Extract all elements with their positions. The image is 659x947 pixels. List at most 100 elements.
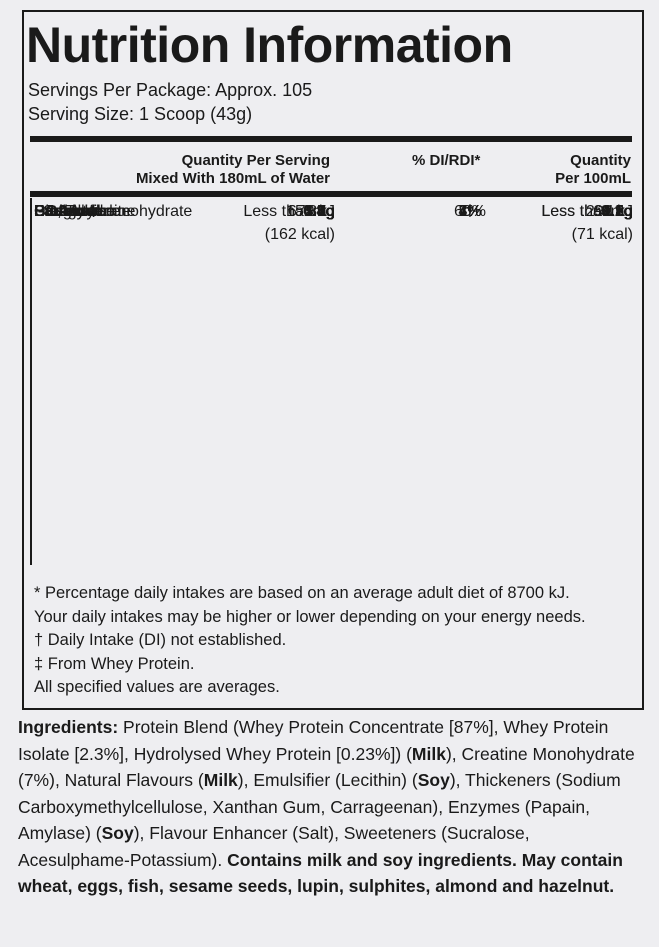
servings-line: Serving Size: 1 Scoop (43g)	[28, 104, 253, 124]
nutrient-name: L-valine	[50, 203, 107, 220]
nutrient-name: Creatine monohydrate	[34, 203, 193, 220]
header-line: Mixed With 180mL of Water	[135, 170, 330, 187]
daily-intake: †	[465, 203, 475, 220]
footnote: All specified values are averages.	[34, 678, 280, 696]
per-serving: 1.7g	[303, 203, 335, 220]
daily-intake: 1%	[458, 203, 482, 220]
per-100ml-line: 298 kJ	[585, 203, 633, 220]
per-100ml: 0.8g	[601, 203, 633, 220]
per-serving: 4.2g	[303, 203, 335, 220]
per-serving: 3.3g	[303, 203, 335, 220]
daily-intake: †	[465, 203, 475, 220]
ingredients-text: Milk	[411, 743, 446, 764]
daily-intake: †	[465, 203, 475, 220]
table-row: -Sugars 3.4g 4% 1.5g	[32, 203, 634, 380]
nutrient-name: Fat, Total	[34, 203, 100, 220]
ingredients-text: ), Creatine Monohydrate (7%), Natural Fl…	[18, 743, 635, 791]
nutrient-name: Carbohydrate	[34, 203, 131, 220]
per-100ml: 298 kJ (71 kcal)	[572, 200, 633, 246]
per-100ml: 69mg	[592, 203, 633, 220]
table-row: Sodium 155mg 7% 69mg	[32, 203, 634, 433]
header-line: Quantity Per Serving	[181, 152, 330, 169]
footnote: Your daily intakes may be higher or lowe…	[34, 607, 586, 626]
table-row: Protein 30g 60% 13g	[32, 203, 634, 274]
nutrient-name: L-isoleucine	[50, 203, 136, 220]
nutrient-name: L-leucine	[50, 203, 115, 220]
nutrient-name: -Sugars	[38, 203, 95, 220]
table-row: Carbohydrate 4.2g 1% 1.9g	[32, 203, 634, 354]
header-serving: Quantity Per Serving Mixed With 180mL of …	[136, 152, 330, 188]
ingredients-text: Milk	[203, 770, 238, 790]
table-row: L-isoleucine 1.7g † 0.8g	[32, 203, 634, 539]
per-serving: 1.8g	[303, 203, 335, 220]
per-serving: 155mg	[286, 203, 335, 220]
daily-intake: 8%	[458, 203, 482, 220]
nutrient-name: Dietary fibre	[34, 203, 121, 220]
per-serving-line: 679 kJ	[287, 203, 335, 220]
per-100ml: 0.8g	[601, 203, 633, 220]
per-serving: 3.4g	[303, 203, 335, 220]
footnote: * Percentage daily intakes are based on …	[34, 584, 570, 602]
per-serving: 6.8g	[302, 203, 335, 220]
table-row: Energy 679 kJ (162 kcal) 8% 298 kJ (71 kcal)	[32, 198, 634, 247]
ingredients-text: ), Flavour Enhancer (Salt), Sweeteners (…	[18, 823, 530, 870]
header-di: % DI/RDI*	[412, 152, 481, 169]
nutrient-name: -Saturated	[38, 203, 113, 220]
table-row: L-valine 1.8g † 0.8g	[32, 203, 634, 513]
per-serving: 3g	[317, 203, 335, 220]
table-row: Creatine monohydrate 3g † 1.3g	[32, 203, 634, 566]
label-box	[22, 10, 644, 710]
daily-intake: 60%	[453, 203, 487, 220]
daily-intake: 4%	[458, 203, 482, 220]
nutrient-name: Energy	[34, 203, 85, 220]
divider	[30, 136, 632, 142]
nutrient-name: Sodium	[34, 203, 89, 220]
per-100ml: 1.3g	[601, 203, 633, 220]
ingredients-text: Soy	[101, 823, 134, 843]
per-100ml: 1.9g	[601, 203, 633, 220]
servings-line: Servings Per Package: Approx. 105	[28, 80, 313, 100]
per-serving: 1.7g	[303, 203, 335, 220]
divider	[30, 191, 632, 197]
per-100ml: 1.5g	[601, 203, 633, 220]
header-per100: Quantity Per 100mL	[555, 152, 631, 188]
ingredients: Ingredients: Protein Blend (Whey Protein…	[18, 714, 640, 900]
footnote: † Daily Intake (DI) not established.	[34, 631, 287, 649]
daily-intake: 1%	[458, 203, 482, 220]
per-100ml: 3.1g	[600, 203, 633, 220]
table-row: Fat, Total 2.6g 4% 1.2g	[32, 203, 634, 301]
ingredients-text: Protein Blend (Whey Protein Concentrate …	[18, 717, 609, 764]
table-row: L-leucine 3.3g † 1.5g	[32, 203, 634, 486]
title: Nutrition Information	[26, 17, 513, 73]
per-100ml: Less than 1g	[541, 203, 633, 220]
nutrient-name: Protein	[34, 203, 85, 220]
footnote: ‡ From Whey Protein.	[34, 654, 195, 673]
per-serving: 2.6g	[303, 203, 335, 220]
nutrient-name: BCAAs‡	[34, 203, 99, 220]
daily-intake: 4%	[458, 203, 482, 220]
table-row: BCAAs‡ 6.8g † 3.1g	[32, 203, 634, 460]
per-serving: Less than 1g	[243, 203, 335, 220]
ingredients-text: ), Emulsifier (Lecithin) (	[237, 770, 418, 790]
ingredients-text: Contains milk and soy ingredients. May c…	[18, 849, 623, 897]
per-100ml-line: (71 kcal)	[571, 226, 633, 243]
daily-intake: 7%	[458, 203, 482, 220]
per-100ml: 1.5g	[601, 203, 633, 220]
per-serving: 30g	[308, 203, 335, 220]
ingredients-text: Ingredients:	[18, 717, 119, 737]
daily-intake: †	[465, 203, 475, 220]
per-100ml: Less than 1g	[541, 203, 633, 220]
daily-intake: 7%	[458, 203, 482, 220]
header-line: Per 100mL	[555, 170, 631, 187]
per-100ml: 13g	[606, 203, 633, 220]
per-100ml: 1.2g	[601, 203, 633, 220]
per-serving: 679 kJ (162 kcal)	[265, 200, 335, 246]
table-row: Dietary fibre Less than 1g 1% Less than 1g	[32, 203, 634, 407]
ingredients-text: Soy	[417, 770, 450, 790]
header-line: Quantity	[570, 152, 631, 169]
ingredients-text: ), Thickeners (Sodium Carboxymethylcellu…	[18, 770, 621, 843]
nutrition-table: Energy 679 kJ (162 kcal) 8% 298 kJ (71 kcal) P…	[30, 198, 634, 565]
per-serving-line: (162 kcal)	[264, 226, 335, 243]
table-row: -Saturated 1.7g 7% Less than 1g	[32, 203, 634, 327]
